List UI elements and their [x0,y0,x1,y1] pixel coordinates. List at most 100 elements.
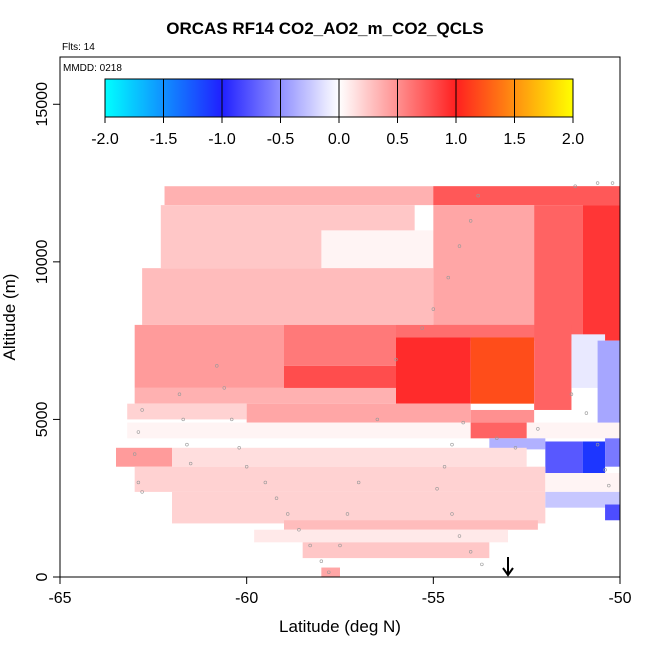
x-axis-label: Latitude (deg N) [279,617,401,636]
track-point [327,570,331,574]
heatmap-cells [116,186,621,577]
track-point [431,307,436,311]
heatmap-cell [127,422,620,439]
track-point [319,559,324,563]
colorbar-tick-label: 0.5 [386,131,408,148]
track-point [140,490,144,494]
x-tick-label: -55 [422,590,445,607]
heatmap-cell [134,466,546,492]
track-point [181,417,185,422]
heatmap-cell [172,491,546,524]
track-point [308,543,312,548]
heatmap-cell [470,409,535,423]
track-point [569,392,574,396]
heatmap-cell [545,473,620,492]
track-point [457,244,462,248]
heatmap-cell [489,438,546,450]
y-tick-label: 10000 [34,240,51,285]
chart-title: ORCAS RF14 CO2_AO2_m_CO2_QCLS [166,19,484,38]
colorbar-tick-label: -1.5 [150,131,178,148]
track-point [495,436,499,441]
heatmap-cell [134,324,284,388]
track-point [222,386,226,390]
heatmap-cell [321,567,340,577]
heatmap-cell [116,447,172,467]
heatmap-cell [545,441,583,473]
heatmap-cell [605,504,620,521]
track-point [595,442,600,447]
track-point [476,193,480,198]
heatmap-cell [605,438,620,467]
colorbar-tick-label: 1.0 [445,131,467,148]
heatmap-cell [142,268,434,325]
y-tick-label: 5000 [34,402,51,438]
track-point [513,446,518,450]
x-axis: -65 -60 -55 -50 [48,577,632,607]
heatmap-cell [396,324,535,338]
heatmap-cell [246,403,471,423]
colorbar-tick-label: -1.0 [208,131,236,148]
track-point [450,512,454,516]
track-point [457,534,462,538]
colorbar-tick-label: 1.5 [503,131,525,148]
track-point [375,417,380,422]
track-point [450,442,454,447]
track-point [297,528,301,532]
heatmap-cell [545,491,620,508]
heatmap-cell [127,403,247,420]
heatmap-cell [582,205,620,341]
track-point [536,427,540,431]
track-point [480,562,484,567]
track-point [420,326,424,330]
colorbar-tick-label: 2.0 [562,131,584,148]
heatmap-cell [470,422,527,439]
track-point [136,480,141,485]
track-point [461,420,465,425]
track-point [610,181,615,185]
track-point [442,464,447,469]
heatmap-cell [433,205,535,341]
track-point [338,543,342,548]
x-tick-label: -50 [608,590,631,607]
heatmap-cell [534,324,572,410]
arrow-head [502,567,514,577]
heatmap-cell [284,324,396,366]
track-point [595,181,600,185]
heatmap-cell [172,447,527,467]
heatmap-cell [597,340,620,436]
x-tick-label: -60 [235,590,258,607]
track-point [394,357,398,362]
heatmap-cell [284,520,538,530]
colorbar-ticks: -2.0 -1.5 -1.0 -0.5 0.0 0.5 1.0 1.5 2.0 [91,79,584,148]
y-axis: 0 5000 10000 15000 [34,82,60,581]
heatmap-cell [433,186,620,206]
track-point [603,468,607,472]
date-note: MMDD: 0218 [63,63,122,74]
heatmap-cell [302,542,490,559]
track-point [435,487,439,491]
track-point [132,452,137,456]
track-point [215,364,219,368]
track-point [468,219,473,223]
x-tick-label: -65 [48,590,71,607]
colorbar-tick-label: 0.0 [328,131,350,148]
heatmap-cell [134,387,396,404]
heatmap-cell [534,205,583,341]
flights-note: Flts: 14 [62,42,95,53]
track-point [185,442,189,447]
arrow-marker [502,557,514,577]
track-point [345,512,350,516]
track-point [274,496,279,500]
heatmap-cell [254,529,508,543]
track-point [263,480,268,485]
track-point [584,411,589,415]
track-point [286,512,290,516]
y-tick-label: 0 [34,572,51,581]
colorbar-tick-label: -2.0 [91,131,119,148]
heatmap-cell [470,337,535,404]
track-point [356,480,361,485]
heatmap-cell [582,441,606,473]
y-axis-label: Altitude (m) [0,274,19,361]
y-tick-label: 15000 [34,82,51,127]
